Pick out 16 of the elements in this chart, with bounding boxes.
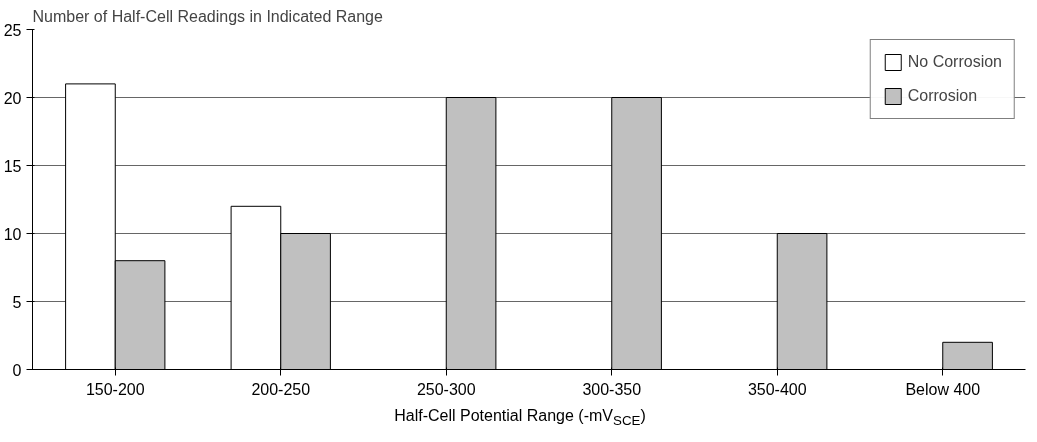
x-axis-title: Half-Cell Potential Range (-mV$_{SCE}$) <box>394 406 646 431</box>
y-tick-label: 10 <box>3 225 22 243</box>
x-tick-label: 200-250 <box>251 380 311 398</box>
x-tick-label: 350-400 <box>747 380 807 398</box>
x-tick-label: 150-200 <box>85 380 145 398</box>
y-tick-label: 20 <box>3 89 22 107</box>
x-tick-label: 250-300 <box>416 380 476 398</box>
y-tick-label: 0 <box>12 361 22 379</box>
y-tick-label: 15 <box>3 157 22 175</box>
y-tick-label: 25 <box>3 21 22 39</box>
y-axis-title: Number of Half-Cell Readings in Indicated Range <box>32 7 384 25</box>
x-tick-label: 300-350 <box>582 380 642 398</box>
x-tick-label: Below 400 <box>905 380 981 398</box>
y-tick-label: 5 <box>12 293 22 311</box>
legend-label: No Corrosion <box>907 53 1002 71</box>
legend-label: Corrosion <box>907 87 978 105</box>
